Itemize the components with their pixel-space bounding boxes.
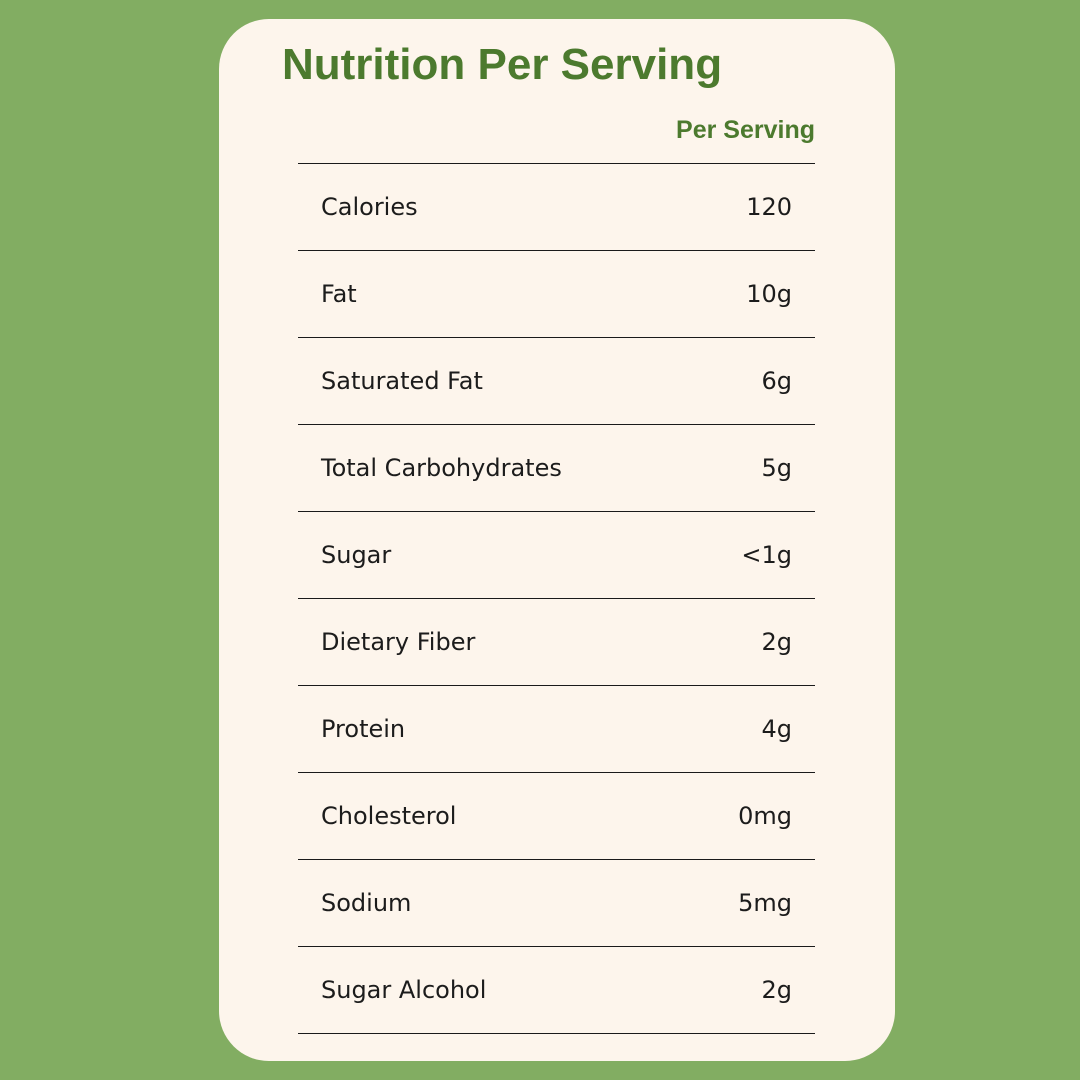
nutrient-amount: 5g bbox=[761, 454, 792, 482]
table-row: Total Carbohydrates 5g bbox=[298, 424, 815, 511]
nutrient-amount: 2g bbox=[761, 976, 792, 1004]
nutrient-label: Saturated Fat bbox=[321, 367, 483, 395]
page-title: Nutrition Per Serving bbox=[282, 40, 723, 89]
nutrient-amount: 4g bbox=[761, 715, 792, 743]
nutrition-table: Calories 120 Fat 10g Saturated Fat 6g To… bbox=[298, 163, 815, 1034]
nutrient-label: Fat bbox=[321, 280, 357, 308]
nutrient-label: Sugar Alcohol bbox=[321, 976, 487, 1004]
table-row: Saturated Fat 6g bbox=[298, 337, 815, 424]
nutrient-label: Protein bbox=[321, 715, 406, 743]
table-row: Sodium 5mg bbox=[298, 859, 815, 946]
nutrition-card: Nutrition Per Serving Per Serving Calori… bbox=[219, 19, 895, 1061]
nutrient-label: Dietary Fiber bbox=[321, 628, 476, 656]
nutrient-amount: 0mg bbox=[738, 802, 792, 830]
table-row: Protein 4g bbox=[298, 685, 815, 772]
nutrient-label: Total Carbohydrates bbox=[321, 454, 562, 482]
table-row: Fat 10g bbox=[298, 250, 815, 337]
table-row: Calories 120 bbox=[298, 163, 815, 250]
table-row: Sugar Alcohol 2g bbox=[298, 946, 815, 1034]
nutrient-amount: 6g bbox=[761, 367, 792, 395]
nutrient-label: Calories bbox=[321, 193, 418, 221]
nutrient-amount: 10g bbox=[746, 280, 792, 308]
nutrient-amount: 120 bbox=[746, 193, 792, 221]
nutrient-amount: 5mg bbox=[738, 889, 792, 917]
table-row: Dietary Fiber 2g bbox=[298, 598, 815, 685]
table-row: Sugar <1g bbox=[298, 511, 815, 598]
nutrient-amount: <1g bbox=[741, 541, 792, 569]
nutrient-amount: 2g bbox=[761, 628, 792, 656]
nutrient-label: Cholesterol bbox=[321, 802, 457, 830]
nutrient-label: Sodium bbox=[321, 889, 412, 917]
column-header-per-serving: Per Serving bbox=[676, 116, 815, 144]
table-row: Cholesterol 0mg bbox=[298, 772, 815, 859]
nutrient-label: Sugar bbox=[321, 541, 392, 569]
